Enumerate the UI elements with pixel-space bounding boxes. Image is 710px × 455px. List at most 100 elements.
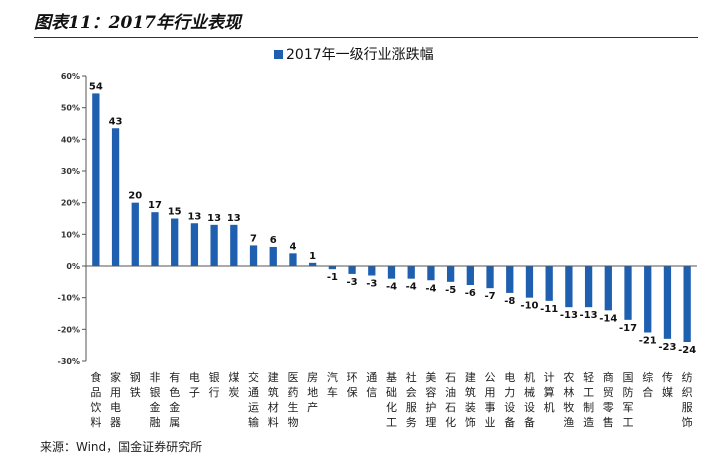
bar	[683, 266, 691, 342]
category-label: 基础化工	[386, 371, 397, 429]
data-label: -4	[406, 282, 417, 293]
y-tick-label: 30%	[61, 167, 80, 176]
data-label: 13	[187, 211, 201, 222]
y-tick-label: -30%	[58, 357, 80, 366]
figure-title: 图表11：2017年行业表现	[34, 13, 241, 33]
bar	[663, 266, 672, 339]
category-label: 国防军工	[623, 371, 634, 429]
category-label: 环保	[347, 371, 358, 399]
category-label: 电子	[189, 371, 200, 399]
data-label: -6	[465, 288, 476, 299]
category-label: 农林牧渔	[563, 370, 574, 429]
category-label: 食品饮料	[90, 370, 101, 429]
bar	[644, 266, 652, 333]
y-tick-label: 40%	[61, 135, 80, 144]
data-label: -14	[599, 313, 617, 324]
data-label: -8	[504, 296, 515, 307]
bar	[584, 266, 593, 308]
data-label: -17	[619, 323, 637, 334]
title-divider	[34, 37, 698, 38]
category-label: 交通运输	[248, 370, 259, 429]
data-label: -1	[327, 272, 338, 283]
bar	[151, 212, 159, 266]
data-label: 20	[128, 191, 142, 202]
data-labels: 54 43 20 17 15 13 13 13 7 6 4 1 -1 -3 -3 -4 -4 -4 -5 -6 -7 -8…	[89, 81, 696, 356]
y-tick-label: 20%	[61, 199, 80, 208]
data-label: 1	[309, 251, 316, 262]
bar	[387, 266, 396, 279]
data-label: 15	[168, 207, 182, 218]
bar	[466, 266, 474, 285]
category-label: 汽车	[327, 370, 338, 399]
category-label: 非银金融	[149, 371, 160, 429]
bar	[486, 266, 494, 289]
category-label: 社会服务	[406, 370, 417, 429]
data-label: -13	[560, 310, 578, 321]
data-label: -10	[520, 301, 538, 312]
data-label: -3	[366, 279, 377, 290]
legend-swatch	[274, 50, 283, 59]
y-tick-label: -10%	[58, 294, 80, 303]
category-label: 传媒	[662, 371, 673, 399]
bar	[506, 266, 514, 293]
data-label: -3	[347, 277, 358, 288]
bar	[604, 266, 612, 311]
category-label: 建筑材料	[268, 370, 279, 429]
data-label: 54	[89, 81, 103, 92]
bar	[111, 128, 120, 266]
data-label: 43	[109, 116, 123, 127]
bar	[210, 224, 218, 266]
category-label: 通信	[366, 371, 377, 399]
category-label: 美容护理	[425, 371, 436, 429]
category-label: 建筑装饰	[465, 370, 476, 429]
data-label: -7	[484, 291, 495, 302]
bar	[171, 218, 179, 266]
bar	[565, 266, 573, 308]
data-label: 13	[227, 213, 241, 224]
data-label: -24	[678, 345, 696, 356]
y-tick-label: -20%	[58, 325, 80, 334]
category-label: 煤炭	[228, 371, 239, 399]
data-label: -4	[425, 283, 436, 294]
data-label: 7	[250, 233, 257, 244]
y-tick-label: 50%	[61, 104, 80, 113]
category-label: 医药生物	[287, 371, 298, 429]
category-label: 计算机	[544, 371, 555, 414]
category-label: 有色金属	[169, 370, 180, 429]
category-label: 机械设备	[524, 370, 535, 429]
bar	[545, 266, 553, 301]
y-axis: -30% -20% -10% 0% 10% 20% 30% 40% 50% 60%	[58, 72, 87, 366]
y-tick-label: 0%	[66, 262, 80, 271]
bar	[368, 266, 376, 276]
bar	[446, 266, 455, 282]
category-label: 公用事业	[485, 371, 496, 429]
bar	[289, 253, 297, 266]
data-label: -5	[445, 285, 456, 296]
bar	[407, 266, 415, 279]
source-note: 来源：Wind，国金证券研究所	[40, 440, 203, 454]
y-tick-label: 60%	[61, 72, 80, 81]
data-label: -13	[580, 310, 598, 321]
category-label: 钢铁	[130, 371, 141, 399]
category-label: 纺织服饰	[682, 370, 693, 429]
chart-legend: 2017年一级行业涨跌幅	[274, 47, 434, 63]
category-label: 石油石化	[445, 371, 456, 429]
bar	[525, 266, 534, 298]
category-label: 房地产	[307, 371, 318, 414]
bar	[348, 266, 356, 274]
bar	[230, 224, 238, 266]
bar	[269, 247, 277, 266]
bar	[190, 223, 199, 266]
bar	[92, 93, 100, 266]
bar	[309, 262, 317, 266]
data-label: -23	[658, 342, 676, 353]
y-tick-label: 10%	[61, 230, 80, 239]
category-label: 电力设备	[504, 371, 515, 429]
category-label: 银行	[209, 370, 220, 399]
category-labels: 食品饮料家用电器钢铁非银金融有色金属电子银行煤炭交通运输建筑材料医药生物房地产汽…	[90, 370, 692, 429]
bar	[131, 202, 139, 266]
bar	[249, 245, 258, 266]
data-label: 6	[270, 235, 277, 246]
category-label: 轻工制造	[583, 370, 594, 429]
data-label: -11	[540, 304, 558, 315]
